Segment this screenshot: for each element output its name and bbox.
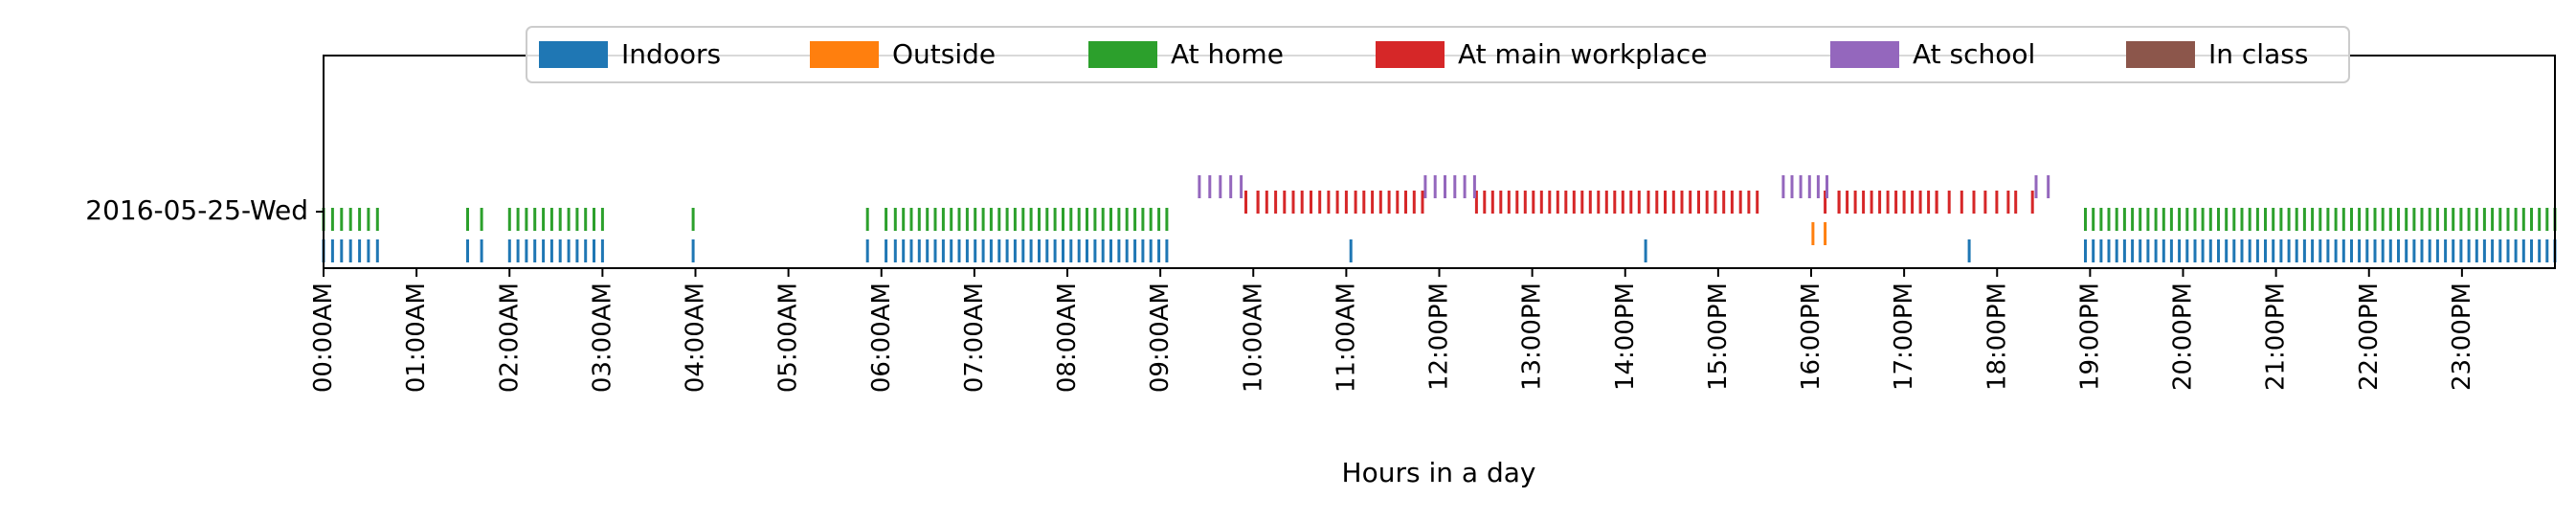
x-tick-label: 20:00PM bbox=[2169, 283, 2198, 391]
row-label: 2016-05-25-Wed bbox=[85, 194, 308, 226]
series-at-school bbox=[1198, 175, 2050, 198]
x-tick-label: 15:00PM bbox=[1704, 283, 1733, 391]
x-tick-label: 08:00AM bbox=[1053, 283, 1082, 393]
x-tick-label: 22:00PM bbox=[2355, 283, 2384, 391]
x-tick-label: 12:00PM bbox=[1425, 283, 1454, 391]
x-tick-label: 10:00AM bbox=[1239, 283, 1267, 393]
x-tick-label: 01:00AM bbox=[402, 283, 431, 393]
x-tick-label: 14:00PM bbox=[1611, 283, 1640, 391]
legend-swatch bbox=[1376, 41, 1445, 68]
x-tick-label: 13:00PM bbox=[1518, 283, 1547, 391]
legend-label: Indoors bbox=[621, 38, 721, 70]
x-tick-label: 17:00PM bbox=[1890, 283, 1918, 391]
legend-label: At home bbox=[1171, 38, 1284, 70]
x-axis: 00:00AM 01:00AM 02:00AM 03:00AM 04:00AM 05:00… bbox=[309, 268, 2476, 393]
x-tick-label: 00:00AM bbox=[309, 283, 338, 393]
x-tick-label: 11:00AM bbox=[1332, 283, 1360, 393]
x-tick-label: 04:00AM bbox=[682, 283, 710, 393]
series-outside bbox=[1811, 222, 1827, 245]
legend-label: At main workplace bbox=[1458, 38, 1708, 70]
x-tick-label: 23:00PM bbox=[2448, 283, 2476, 391]
series-indoors bbox=[322, 239, 2557, 262]
event-marks bbox=[322, 175, 2557, 262]
x-tick-label: 07:00AM bbox=[960, 283, 989, 393]
legend-label: Outside bbox=[892, 38, 996, 70]
x-tick-label: 19:00PM bbox=[2075, 283, 2104, 391]
legend-swatch bbox=[539, 41, 608, 68]
legend-swatch bbox=[1088, 41, 1157, 68]
legend-swatch bbox=[1830, 41, 1899, 68]
x-axis-label: Hours in a day bbox=[1342, 457, 1536, 488]
series-at-main-workplace bbox=[1244, 191, 2034, 214]
legend-label: At school bbox=[1913, 38, 2035, 70]
x-tick-label: 06:00AM bbox=[867, 283, 896, 393]
legend-swatch bbox=[2126, 41, 2195, 68]
x-tick-label: 18:00PM bbox=[1982, 283, 2011, 391]
x-tick-label: 02:00AM bbox=[495, 283, 524, 393]
series-at-home bbox=[322, 208, 2557, 231]
legend-label: In class bbox=[2208, 38, 2308, 70]
x-tick-label: 03:00AM bbox=[588, 283, 616, 393]
x-tick-label: 09:00AM bbox=[1146, 283, 1175, 393]
plot-frame bbox=[323, 55, 2556, 269]
legend: Indoors Outside At home At main workplace At… bbox=[526, 26, 2350, 83]
x-tick-label: 21:00PM bbox=[2262, 283, 2291, 391]
legend-swatch bbox=[810, 41, 879, 68]
y-axis: 2016-05-25-Wed bbox=[85, 194, 324, 226]
x-tick-label: 05:00AM bbox=[774, 283, 803, 393]
x-tick-label: 16:00PM bbox=[1797, 283, 1826, 391]
